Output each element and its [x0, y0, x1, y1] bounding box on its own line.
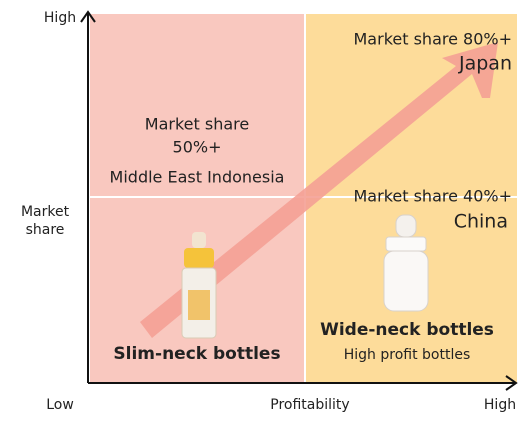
share-label: Market share [145, 115, 249, 134]
share-value: 50%+ [173, 138, 222, 157]
y-high: High [44, 10, 76, 26]
product: Wide-neck bottles [320, 320, 494, 340]
x-label: Profitability [270, 397, 349, 413]
diagram: High Market share Low Profitability High… [0, 0, 522, 418]
y-label: share [26, 222, 65, 238]
x-low: Low [46, 397, 74, 413]
share-label: Market share 40%+ [354, 187, 513, 206]
note: High profit bottles [344, 347, 471, 363]
product: Slim-neck bottles [113, 344, 280, 364]
region: China [454, 211, 508, 233]
regions: Middle East Indonesia [110, 168, 285, 187]
share-label: Market share 80%+ [354, 30, 513, 49]
y-label: Market [21, 204, 70, 220]
x-high: High [484, 397, 516, 413]
region: Japan [458, 53, 512, 75]
